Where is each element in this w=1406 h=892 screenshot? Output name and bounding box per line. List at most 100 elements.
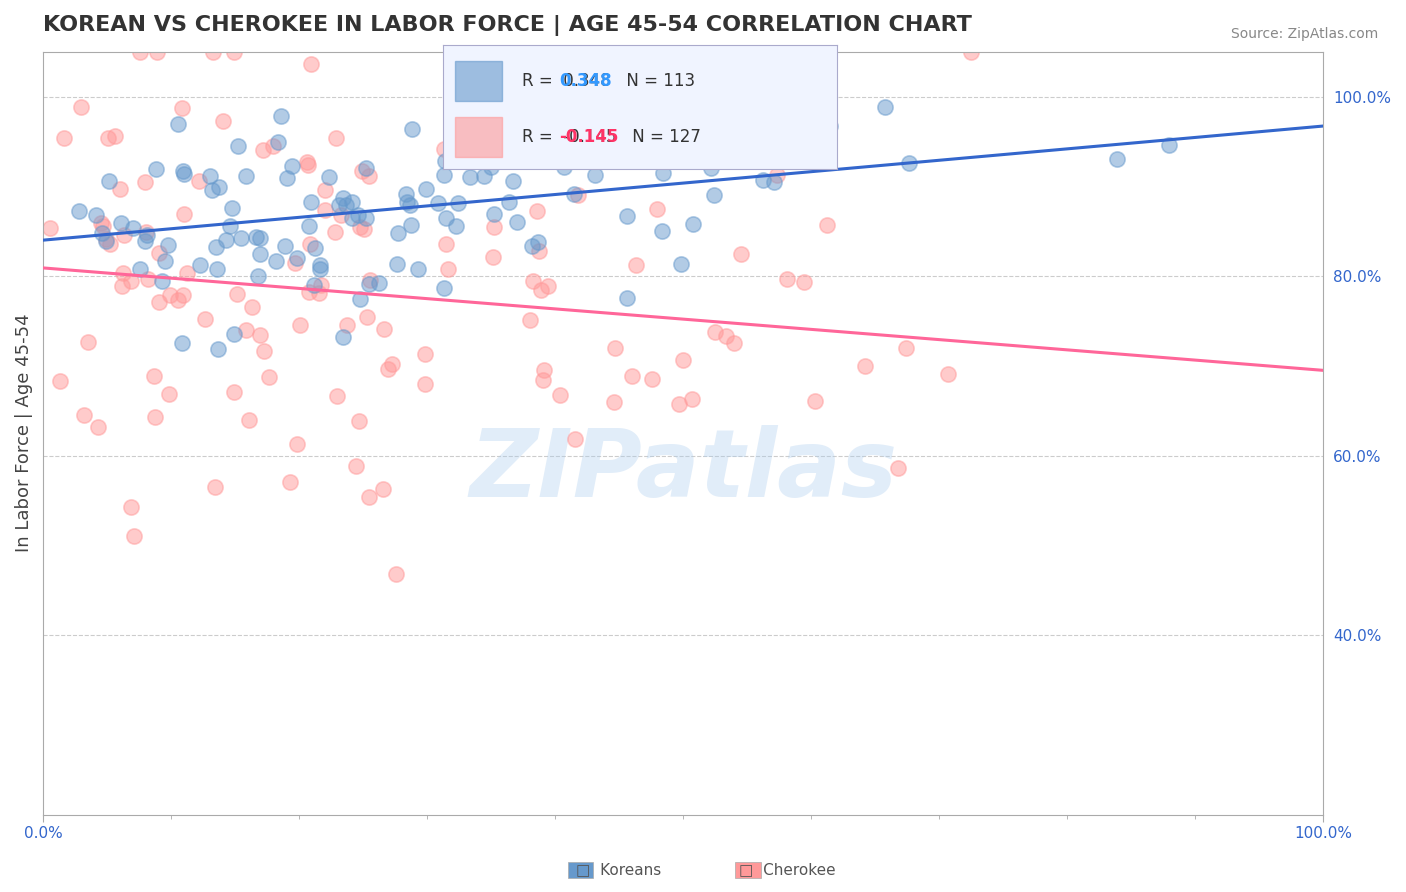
- Point: [325, 131, 347, 145]
- Point: [776, 271, 799, 285]
- Point: [143, 369, 166, 384]
- Point: [299, 195, 322, 210]
- Text: 0.348: 0.348: [560, 72, 612, 90]
- Point: [108, 182, 131, 196]
- Point: [723, 335, 745, 350]
- Point: [67, 204, 90, 219]
- Point: [367, 276, 389, 290]
- Point: [299, 237, 322, 252]
- Point: [472, 75, 495, 89]
- Point: [297, 158, 319, 172]
- Point: [647, 202, 669, 216]
- Point: [198, 169, 221, 183]
- Point: [281, 159, 304, 173]
- Point: [340, 194, 363, 209]
- Point: [285, 437, 308, 451]
- Point: [49, 375, 72, 389]
- Point: [651, 166, 673, 180]
- Point: [270, 109, 292, 123]
- Point: [387, 226, 409, 240]
- Point: [520, 238, 543, 252]
- Point: [335, 198, 357, 212]
- Point: [550, 387, 572, 401]
- Point: [73, 408, 96, 422]
- Point: [482, 219, 505, 234]
- Point: [302, 278, 325, 293]
- Point: [298, 219, 321, 233]
- Point: [238, 413, 260, 427]
- Point: [148, 245, 170, 260]
- Point: [194, 311, 217, 326]
- Point: [205, 239, 228, 253]
- Point: [959, 45, 981, 59]
- Point: [672, 352, 695, 367]
- Point: [651, 224, 673, 238]
- FancyBboxPatch shape: [454, 61, 502, 101]
- Point: [553, 160, 575, 174]
- Point: [188, 174, 211, 188]
- Point: [526, 203, 548, 218]
- Point: [276, 171, 298, 186]
- Point: [703, 187, 725, 202]
- Text: □  Koreans: □ Koreans: [576, 863, 661, 877]
- Point: [406, 261, 429, 276]
- Point: [793, 276, 815, 290]
- Point: [564, 186, 586, 201]
- Point: [440, 124, 463, 138]
- Point: [437, 261, 460, 276]
- Point: [704, 326, 727, 340]
- Point: [222, 45, 245, 59]
- Point: [346, 458, 368, 473]
- Point: [309, 278, 332, 293]
- Point: [673, 97, 696, 112]
- Point: [897, 156, 920, 170]
- Point: [399, 218, 422, 232]
- Point: [385, 566, 408, 581]
- Point: [853, 359, 876, 373]
- Point: [136, 227, 159, 242]
- Point: [304, 240, 326, 254]
- Point: [714, 329, 737, 343]
- Text: R =  0.348   N = 113: R = 0.348 N = 113: [522, 72, 695, 90]
- Point: [567, 187, 589, 202]
- Point: [373, 321, 395, 335]
- Point: [201, 183, 224, 197]
- Point: [347, 414, 370, 428]
- Point: [515, 145, 537, 160]
- Point: [513, 78, 536, 92]
- Point: [506, 215, 529, 229]
- Point: [318, 170, 340, 185]
- Point: [98, 237, 121, 252]
- Point: [90, 216, 112, 230]
- Point: [681, 392, 703, 406]
- Point: [104, 128, 127, 143]
- Point: [603, 341, 626, 355]
- Point: [896, 341, 918, 355]
- Point: [395, 186, 418, 201]
- Point: [936, 367, 959, 381]
- Point: [122, 528, 145, 542]
- Point: [97, 174, 120, 188]
- Point: [668, 397, 690, 411]
- Point: [53, 130, 76, 145]
- Point: [173, 207, 195, 221]
- Point: [815, 219, 838, 233]
- Point: [259, 370, 281, 384]
- Point: [387, 257, 409, 271]
- Point: [415, 182, 437, 196]
- Point: [434, 154, 457, 169]
- Point: [537, 279, 560, 293]
- Point: [730, 246, 752, 260]
- Point: [1159, 137, 1181, 152]
- Point: [240, 300, 263, 314]
- Point: [111, 279, 134, 293]
- Point: [332, 191, 354, 205]
- Text: KOREAN VS CHEROKEE IN LABOR FORCE | AGE 45-54 CORRELATION CHART: KOREAN VS CHEROKEE IN LABOR FORCE | AGE …: [44, 15, 973, 36]
- Point: [434, 211, 457, 225]
- Point: [156, 238, 179, 252]
- Point: [427, 196, 450, 211]
- Point: [458, 170, 481, 185]
- Point: [207, 342, 229, 356]
- Point: [219, 219, 242, 233]
- Point: [347, 208, 370, 222]
